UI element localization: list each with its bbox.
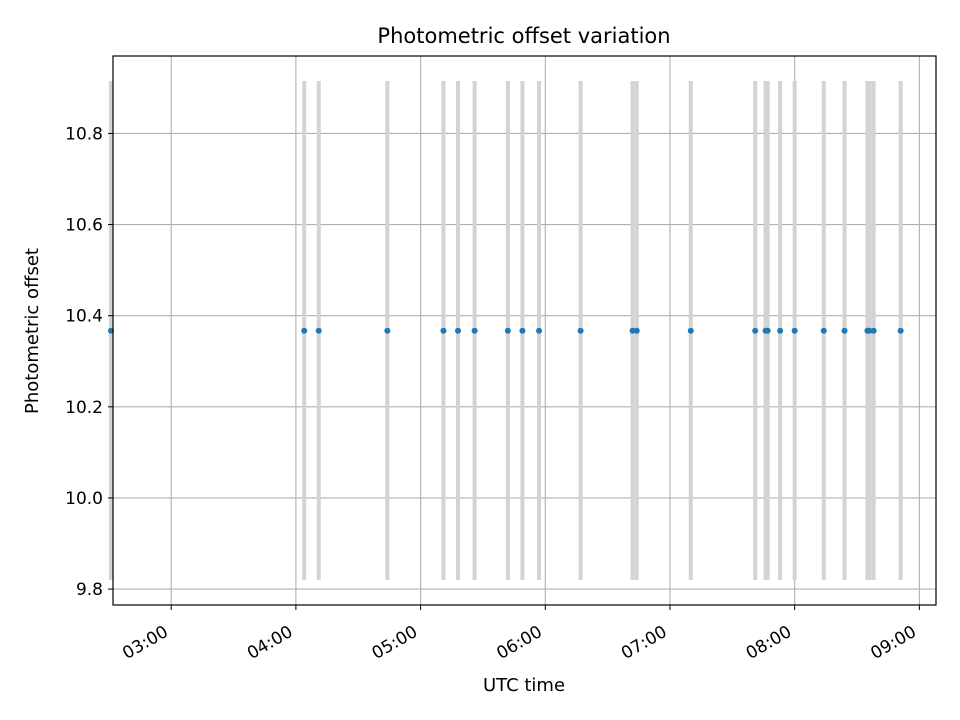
y-tick-label: 9.8: [76, 580, 103, 600]
data-point: [577, 327, 584, 334]
data-point: [764, 327, 771, 334]
y-tick-label: 10.8: [65, 124, 103, 144]
x-tick-label: 04:00: [244, 622, 296, 664]
data-point: [519, 327, 526, 334]
data-point: [752, 327, 759, 334]
data-point: [454, 327, 461, 334]
data-point: [897, 327, 904, 334]
plot-frame: [112, 55, 937, 606]
data-point: [536, 327, 543, 334]
data-point: [471, 327, 478, 334]
data-point: [315, 327, 322, 334]
x-tick-label: 09:00: [867, 622, 919, 664]
x-axis-label: UTC time: [483, 675, 565, 696]
data-point: [870, 327, 877, 334]
data-point: [841, 327, 848, 334]
y-tick-label: 10.2: [65, 398, 103, 418]
chart-title: Photometric offset variation: [377, 24, 670, 48]
y-axis-label: Photometric offset: [22, 248, 43, 414]
data-point: [440, 327, 447, 334]
data-point: [384, 327, 391, 334]
data-point: [301, 327, 308, 334]
y-tick-label: 10.4: [65, 307, 103, 327]
data-point: [629, 327, 636, 334]
data-point: [866, 327, 873, 334]
data-point: [633, 327, 640, 334]
x-tick-label: 07:00: [618, 622, 670, 664]
x-tick-label: 03:00: [119, 622, 171, 664]
data-point: [504, 327, 511, 334]
y-tick-label: 10.0: [65, 489, 103, 509]
data-point: [687, 327, 694, 334]
y-tick-label: 10.6: [65, 216, 103, 236]
data-point: [791, 327, 798, 334]
data-point: [777, 327, 784, 334]
x-tick-label: 06:00: [493, 622, 545, 664]
data-point: [820, 327, 827, 334]
x-tick-label: 08:00: [743, 622, 795, 664]
x-tick-label: 05:00: [369, 622, 421, 664]
